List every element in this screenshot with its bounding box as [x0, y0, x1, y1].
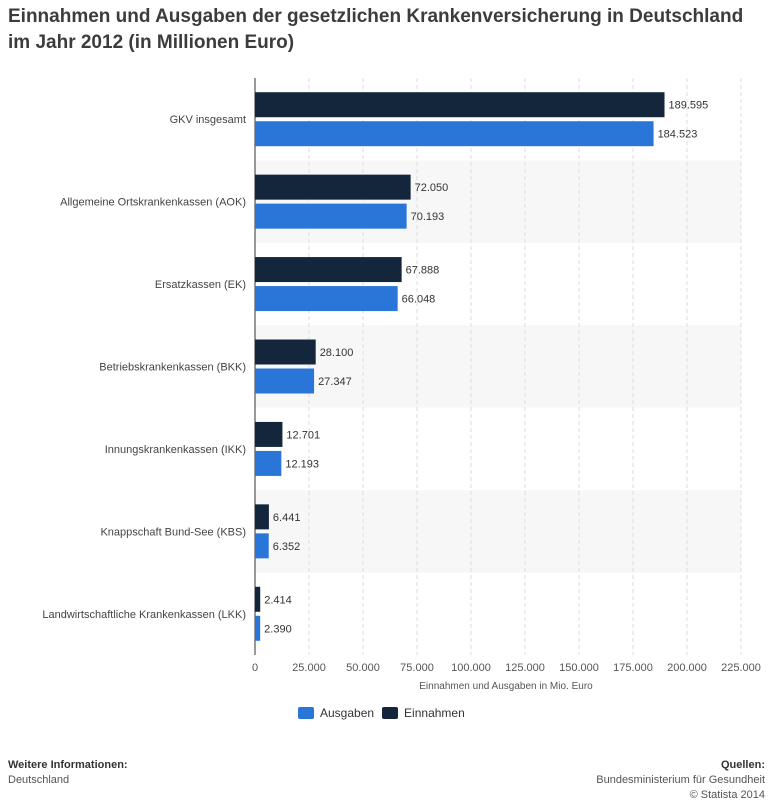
- data-label: 184.523: [658, 129, 698, 141]
- x-tick-label: 50.000: [346, 662, 380, 674]
- data-label: 2.390: [264, 623, 292, 635]
- data-label: 6.352: [273, 541, 301, 553]
- bar-einnahmen: [255, 586, 261, 612]
- bar-einnahmen: [255, 174, 411, 200]
- x-tick-label: 150.000: [559, 662, 599, 674]
- bar-einnahmen: [255, 92, 665, 118]
- legend-label-einnahmen: Einnahmen: [404, 706, 465, 720]
- category-label: Innungskrankenkassen (IKK): [105, 444, 246, 456]
- legend-item-einnahmen[interactable]: Einnahmen: [382, 706, 465, 720]
- bar-ausgaben: [255, 533, 269, 559]
- legend-swatch-ausgaben: [298, 707, 314, 719]
- x-tick-label: 175.000: [613, 662, 653, 674]
- bar-einnahmen: [255, 257, 402, 283]
- footer-info-text: Deutschland: [8, 774, 70, 786]
- data-label: 2.414: [264, 594, 292, 606]
- x-tick-label: 100.000: [451, 662, 491, 674]
- x-axis-label: Einnahmen und Ausgaben in Mio. Euro: [419, 681, 593, 692]
- data-label: 67.888: [406, 265, 440, 277]
- legend-swatch-einnahmen: [382, 707, 399, 719]
- category-label: Knappschaft Bund-See (KBS): [100, 526, 246, 538]
- bar-ausgaben: [255, 450, 282, 476]
- category-label: Landwirtschaftliche Krankenkassen (LKK): [42, 609, 246, 621]
- x-tick-label: 200.000: [667, 662, 707, 674]
- legend-item-ausgaben[interactable]: Ausgaben: [298, 706, 374, 720]
- bar-ausgaben: [255, 615, 261, 641]
- footer-source-line: Bundesministerium für Gesundheit: [596, 774, 765, 786]
- bar-ausgaben: [255, 203, 407, 229]
- data-label: 28.100: [320, 347, 354, 359]
- data-label: 6.441: [273, 512, 301, 524]
- bar-chart: 0 25.000 50.000 75.000 100.000 125.000 150.000…: [42, 78, 761, 692]
- x-tick-label: 0: [252, 662, 258, 674]
- row-shading: [255, 160, 741, 243]
- data-label: 12.701: [286, 429, 320, 441]
- category-label: Ersatzkassen (EK): [155, 279, 246, 291]
- x-tick-label: 225.000: [721, 662, 761, 674]
- x-tick-label: 75.000: [400, 662, 434, 674]
- bar-ausgaben: [255, 286, 398, 312]
- footer-copyright: © Statista 2014: [689, 789, 765, 801]
- footer-info-heading: Weitere Informationen:: [8, 759, 128, 771]
- category-label: Betriebskrankenkassen (BKK): [99, 362, 246, 374]
- bar-einnahmen: [255, 339, 316, 365]
- row-shading: [255, 490, 741, 573]
- data-label: 27.347: [318, 376, 352, 388]
- bar-einnahmen: [255, 421, 283, 447]
- data-label: 66.048: [402, 294, 436, 306]
- legend-label-ausgaben: Ausgaben: [320, 706, 375, 720]
- data-label: 70.193: [411, 211, 445, 223]
- bar-ausgaben: [255, 121, 654, 147]
- x-tick-label: 125.000: [505, 662, 545, 674]
- data-label: 189.595: [669, 100, 709, 112]
- category-label: GKV insgesamt: [170, 114, 246, 126]
- bar-ausgaben: [255, 368, 315, 394]
- bar-einnahmen: [255, 504, 269, 530]
- chart-title: Einnahmen und Ausgaben der gesetzlichen …: [8, 6, 744, 53]
- row-shading: [255, 325, 741, 408]
- data-label: 12.193: [285, 458, 319, 470]
- footer-sources-heading: Quellen:: [720, 759, 765, 771]
- category-label: Allgemeine Ortskrankenkassen (AOK): [60, 197, 246, 209]
- x-tick-label: 25.000: [292, 662, 326, 674]
- data-label: 72.050: [415, 182, 449, 194]
- chart-legend: Ausgaben Einnahmen: [298, 706, 473, 720]
